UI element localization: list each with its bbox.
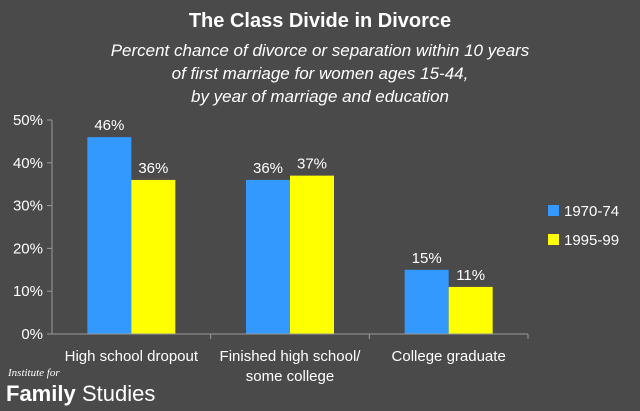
bar-1970-74 [246,179,290,334]
institute-logo: Institute for Family Studies [6,367,155,406]
y-tick-label: 50% [13,112,43,129]
logo-institute-for: Institute for [7,367,60,379]
logo-studies-word: Studies [82,381,155,406]
legend-swatch-1970-74 [548,205,559,216]
y-tick-label: 40% [13,155,43,172]
category-label: High school dropout [65,348,199,365]
chart-title: The Class Divide in Divorce [189,10,451,32]
legend-label: 1995-99 [564,232,619,249]
category-label: Finished high school/ [220,348,362,365]
y-tick-label: 0% [21,326,43,343]
x-axis: High school dropout Finished high school/… [52,333,529,385]
legend: 1970-74 1995-99 [548,203,619,249]
data-label: 36% [253,160,283,177]
data-label: 36% [138,160,168,177]
chart-subtitle-line-3: by year of marriage and education [191,87,449,106]
category-label: College graduate [392,348,506,365]
bar-1970-74 [87,137,132,334]
data-label: 37% [297,156,327,173]
category-label: some college [246,368,334,385]
data-label: 15% [412,250,442,267]
data-label: 11% [456,267,485,284]
chart-subtitle-line-2: of first marriage for women ages 15-44, [172,64,469,83]
bar-1995-99 [131,179,176,334]
logo-family-word: Family [6,381,76,406]
bar-1995-99 [448,286,493,334]
data-label: 46% [94,117,124,134]
chart-subtitle-line-1: Percent chance of divorce or separation … [111,41,530,60]
y-tick-label: 10% [13,283,43,300]
legend-swatch-1995-99 [548,234,559,245]
y-tick-label: 30% [13,198,43,215]
bar-1970-74 [404,269,449,334]
legend-label: 1970-74 [564,203,619,220]
bar-1995-99 [290,175,334,334]
y-axis: 0% 10% 20% 30% 40% 50% [13,112,53,343]
y-tick-label: 20% [13,240,43,257]
bars: 46% 36% 36% 37% 15% 11% [87,117,493,334]
